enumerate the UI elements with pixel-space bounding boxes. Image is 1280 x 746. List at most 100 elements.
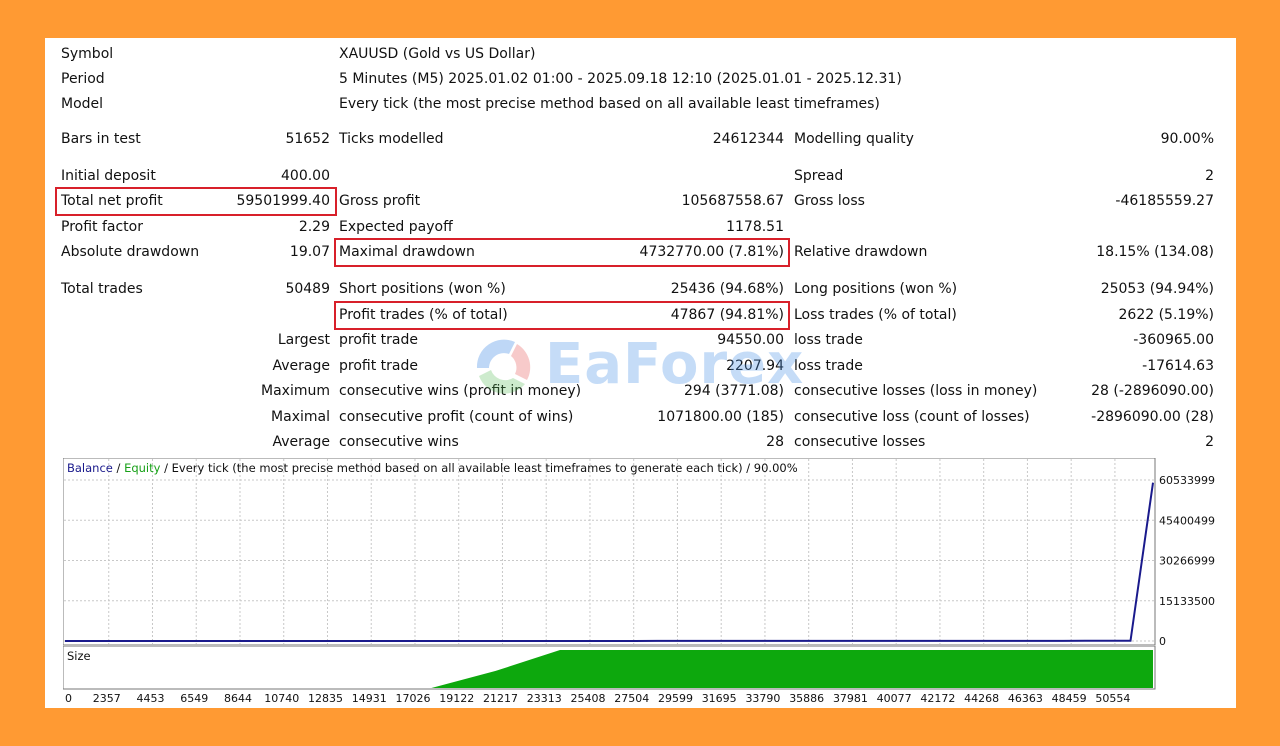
maximum-row: Maximum consecutive wins (profit in mone… <box>45 379 1236 403</box>
x-tick-label: 35886 <box>789 692 824 705</box>
bars-row: Bars in test 51652 Ticks modelled 246123… <box>45 127 1236 151</box>
quality-value: 90.00% <box>1160 131 1214 147</box>
maximum-profit-value: 294 (3771.08) <box>684 383 784 399</box>
maximal-loss-label: consecutive loss (count of losses) <box>794 409 1030 425</box>
deposit-row: Initial deposit 400.00 Spread 2 <box>45 164 1236 188</box>
ticks-label: Ticks modelled <box>339 131 444 147</box>
gross-profit-label: Gross profit <box>339 193 421 209</box>
x-tick-label: 48459 <box>1052 692 1087 705</box>
expected-payoff-value: 1178.51 <box>726 219 784 235</box>
model-value: Every tick (the most precise method base… <box>339 96 880 112</box>
average2-profit-value: 28 <box>766 434 784 450</box>
total-trades-label: Total trades <box>61 281 143 297</box>
x-tick-label: 46363 <box>1008 692 1043 705</box>
chart-title-rest: / Every tick (the most precise method ba… <box>160 461 797 475</box>
x-tick-label: 14931 <box>352 692 387 705</box>
average-loss-label: loss trade <box>794 358 863 374</box>
maximal-drawdown-value: 4732770.00 (7.81%) <box>639 244 784 260</box>
absolute-drawdown-value: 19.07 <box>289 244 330 260</box>
x-axis-ticks: 0 2357 4453 6549 8644 10740 12835 14931 17026 191… <box>65 692 1130 705</box>
relative-drawdown-value: 18.15% (134.08) <box>1096 244 1214 260</box>
deposit-label: Initial deposit <box>61 168 156 184</box>
x-tick-label: 40077 <box>877 692 912 705</box>
average-row: Average profit trade 2207.94 loss trade … <box>45 354 1236 378</box>
x-tick-label: 4453 <box>136 692 164 705</box>
ticks-value: 24612344 <box>712 131 784 147</box>
maximum-profit-label: consecutive wins (profit in money) <box>339 383 582 399</box>
y-axis-ticks: 60533999 45400499 30266999 15133500 0 <box>1159 474 1215 648</box>
relative-drawdown-label: Relative drawdown <box>794 244 928 260</box>
symbol-value: XAUUSD (Gold vs US Dollar) <box>339 46 536 62</box>
chart-plot-area <box>63 458 1156 646</box>
bars-value: 51652 <box>285 131 330 147</box>
x-tick-label: 33790 <box>745 692 780 705</box>
chart-title-balance: Balance <box>67 461 113 475</box>
symbol-row: Symbol XAUUSD (Gold vs US Dollar) <box>45 42 1236 66</box>
size-series-area <box>431 649 1153 688</box>
model-row: Model Every tick (the most precise metho… <box>45 92 1236 116</box>
size-chart: Size 0 2357 4453 6549 8644 10740 12835 14931 170… <box>63 646 1156 705</box>
period-value: 5 Minutes (M5) 2025.01.02 01:00 - 2025.0… <box>339 71 902 87</box>
highlight-maximal-drawdown <box>334 238 790 267</box>
profit-factor-value: 2.29 <box>298 219 330 235</box>
total-trades-row: Total trades 50489 Short positions (won … <box>45 277 1236 301</box>
highlight-profit-trades <box>334 301 790 330</box>
gross-loss-label: Gross loss <box>794 193 865 209</box>
short-positions-value: 25436 (94.68%) <box>670 281 784 297</box>
largest-loss-value: -360965.00 <box>1133 332 1214 348</box>
x-tick-label: 50554 <box>1095 692 1130 705</box>
largest-loss-label: loss trade <box>794 332 863 348</box>
maximal-profit-value: 1071800.00 (185) <box>657 409 784 425</box>
average-consecutive-row: Average consecutive wins 28 consecutive … <box>45 430 1236 454</box>
net-profit-label: Total net profit <box>61 193 163 209</box>
largest-prefix: Largest <box>277 332 330 348</box>
chart-title-equity: Equity <box>124 461 161 475</box>
largest-row: Largest profit trade 94550.00 loss trade… <box>45 328 1236 352</box>
gross-loss-value: -46185559.27 <box>1115 193 1214 209</box>
largest-profit-value: 94550.00 <box>717 332 784 348</box>
average-profit-value: 2207.94 <box>726 358 784 374</box>
x-tick-label: 25408 <box>570 692 605 705</box>
symbol-label: Symbol <box>61 46 114 62</box>
profit-factor-row: Profit factor 2.29 Expected payoff 1178.… <box>45 215 1236 239</box>
net-profit-value: 59501999.40 <box>236 193 330 209</box>
chart-title-sep: / <box>113 461 124 475</box>
profit-trades-value: 47867 (94.81%) <box>670 307 784 323</box>
x-tick-label: 8644 <box>224 692 252 705</box>
maximal-loss-value: -2896090.00 (28) <box>1091 409 1214 425</box>
x-tick-label: 27504 <box>614 692 649 705</box>
x-tick-label: 10740 <box>264 692 299 705</box>
size-label: Size <box>67 649 91 663</box>
period-row: Period 5 Minutes (M5) 2025.01.02 01:00 -… <box>45 67 1236 91</box>
x-tick-label: 17026 <box>395 692 430 705</box>
spread-label: Spread <box>794 168 844 184</box>
period-label: Period <box>61 71 105 87</box>
average2-loss-label: consecutive losses <box>794 434 926 450</box>
maximal-drawdown-label: Maximal drawdown <box>339 244 475 260</box>
profit-trades-row: Profit trades (% of total) 47867 (94.81%… <box>45 303 1236 327</box>
y-tick-label: 45400499 <box>1159 514 1215 527</box>
maximal-profit-label: consecutive profit (count of wins) <box>339 409 574 425</box>
average2-profit-label: consecutive wins <box>339 434 459 450</box>
x-tick-label: 6549 <box>180 692 208 705</box>
average-profit-label: profit trade <box>339 358 418 374</box>
x-tick-label: 42172 <box>920 692 955 705</box>
x-tick-label: 23313 <box>527 692 562 705</box>
profit-trades-label: Profit trades (% of total) <box>339 307 508 323</box>
drawdown-row: Absolute drawdown 19.07 Maximal drawdown… <box>45 240 1236 264</box>
chart-title: Balance / Equity / Every tick (the most … <box>67 461 798 475</box>
balance-chart: Balance / Equity / Every tick (the most … <box>63 458 1215 648</box>
x-tick-label: 29599 <box>658 692 693 705</box>
spread-value: 2 <box>1205 168 1214 184</box>
bars-label: Bars in test <box>61 131 141 147</box>
x-tick-label: 31695 <box>702 692 737 705</box>
x-tick-label: 2357 <box>93 692 121 705</box>
expected-payoff-label: Expected payoff <box>339 219 453 235</box>
y-tick-label: 60533999 <box>1159 474 1215 487</box>
x-tick-label: 21217 <box>483 692 518 705</box>
short-positions-label: Short positions (won %) <box>339 281 506 297</box>
x-tick-label: 44268 <box>964 692 999 705</box>
x-tick-label: 12835 <box>308 692 343 705</box>
x-tick-label: 37981 <box>833 692 868 705</box>
largest-profit-label: profit trade <box>339 332 418 348</box>
